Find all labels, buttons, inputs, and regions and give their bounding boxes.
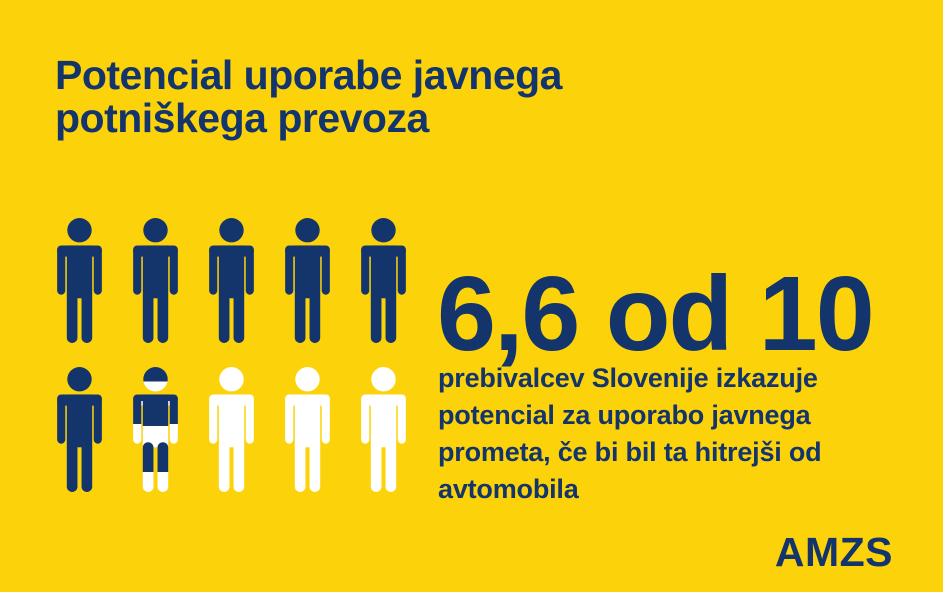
pictogram-people-grid bbox=[53, 217, 415, 493]
person-icon bbox=[133, 218, 178, 343]
person-icon bbox=[285, 218, 330, 343]
stat-description: prebivalcev Slovenije izkazuje potencial… bbox=[438, 363, 822, 504]
person-icon bbox=[133, 367, 178, 492]
amzs-logo: AMZS bbox=[774, 529, 893, 575]
person-icon bbox=[209, 218, 254, 343]
stat-value: 6,6 od 10 bbox=[437, 255, 875, 373]
page-title: Potencial uporabe javnega potniškega pre… bbox=[55, 52, 563, 141]
person-icon bbox=[361, 367, 406, 492]
person-icon bbox=[361, 218, 406, 343]
person-icon bbox=[285, 367, 330, 492]
person-icon bbox=[57, 367, 102, 492]
person-icon bbox=[209, 367, 254, 492]
person-icon bbox=[57, 218, 102, 343]
